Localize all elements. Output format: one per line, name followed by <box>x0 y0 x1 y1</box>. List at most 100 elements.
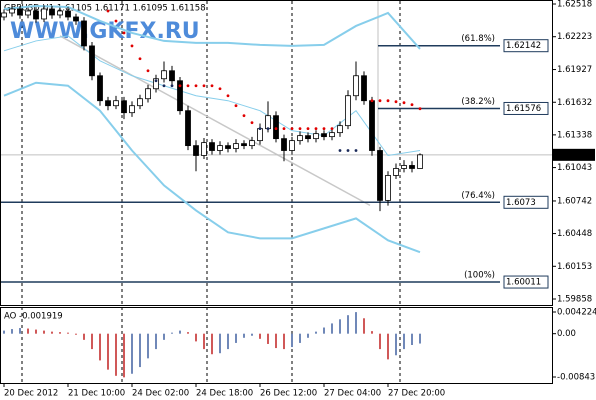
candle-body <box>217 145 223 151</box>
fib-level-label: (61.8%) <box>461 34 495 44</box>
y-tick-label: 1.62223 <box>557 32 592 42</box>
sar-dot <box>186 84 190 88</box>
candle-body <box>337 125 343 134</box>
candle-body <box>33 10 39 20</box>
candle-body <box>281 138 287 151</box>
sar-dot <box>154 79 158 83</box>
x-tick-label: 24 Dec 18:00 <box>196 389 253 399</box>
ao-label: AO -0.001919 <box>4 312 63 322</box>
y-tick-label: 1.60153 <box>557 262 592 272</box>
sar-dot <box>106 9 110 13</box>
sar-dot <box>338 149 342 152</box>
candle-body <box>313 133 319 140</box>
sar-dot <box>306 127 310 131</box>
y-tick-label: 1.59858 <box>557 295 592 305</box>
candle-body <box>129 105 135 114</box>
candle-body <box>9 8 15 14</box>
y-tick-label: 1.60448 <box>557 229 592 239</box>
candle-body <box>1 12 7 18</box>
chart-title: GBPUSD,H1 1.61105 1.61171 1.61095 1.6115… <box>4 4 206 14</box>
x-tick-label: 21 Dec 10:00 <box>68 389 125 399</box>
sar-dot <box>418 107 422 111</box>
candle-body <box>137 98 143 107</box>
candle-body <box>409 165 415 169</box>
candle-body <box>273 115 279 140</box>
candle-body <box>401 165 407 169</box>
candle-body <box>145 88 151 100</box>
candle-body <box>345 95 351 127</box>
candle-body <box>169 70 175 82</box>
candle-body <box>249 140 255 147</box>
y-tick-label: 1.61927 <box>557 65 592 75</box>
candle-body <box>153 78 159 90</box>
fib-level-box <box>503 195 549 209</box>
ao-panel-frame <box>0 307 553 384</box>
sar-dot <box>194 84 198 88</box>
fib-level-value: 1.6073 <box>506 198 536 208</box>
ao-y-tick-label: -0.00843 <box>557 372 595 382</box>
sar-dot <box>242 114 246 118</box>
sar-dot <box>346 149 350 152</box>
fib-level-label: (76.4%) <box>461 191 495 201</box>
candle-body <box>121 100 127 114</box>
sar-dot <box>282 127 286 131</box>
x-tick-label: 26 Dec 12:00 <box>260 389 317 399</box>
sar-dot <box>330 127 334 131</box>
sar-dot <box>178 84 182 88</box>
sar-dot <box>226 94 230 98</box>
candle-body <box>185 110 191 147</box>
ao-y-tick-label: 0.00 <box>557 329 576 339</box>
candle-body <box>57 10 63 16</box>
sar-dot <box>130 44 134 48</box>
sar-dot <box>322 127 326 131</box>
candle-body <box>257 128 263 142</box>
sar-dot <box>410 103 414 107</box>
sar-dot <box>234 104 238 108</box>
sar-dot <box>386 99 390 103</box>
trendline <box>59 35 371 207</box>
sar-dot <box>314 127 318 131</box>
candle-body <box>89 45 95 77</box>
candle-body <box>289 140 295 151</box>
sar-dot <box>370 99 374 103</box>
sar-dot <box>170 84 174 88</box>
sar-dot <box>298 127 302 131</box>
candle-body <box>233 143 239 149</box>
sar-dot <box>114 19 118 23</box>
candle-body <box>321 133 327 138</box>
candle-body <box>305 135 311 140</box>
sar-dot <box>258 127 262 131</box>
sar-dot <box>202 84 206 88</box>
candle-body <box>177 80 183 112</box>
candle-body <box>41 8 47 20</box>
candle-body <box>201 142 207 156</box>
x-tick-label: 20 Dec 2012 <box>4 389 58 399</box>
bollinger-lower <box>3 81 421 254</box>
candle-body <box>193 145 199 156</box>
sar-dot <box>122 31 126 35</box>
fib-level-value: 1.62142 <box>506 41 541 51</box>
sar-dot <box>138 57 142 61</box>
current-price-box <box>553 148 595 161</box>
sar-dot <box>210 84 214 88</box>
sar-dot <box>274 127 278 131</box>
candle-body <box>25 10 31 16</box>
y-tick-label: 1.61338 <box>557 130 592 140</box>
y-tick-label: 1.61043 <box>557 163 592 173</box>
sar-dot <box>266 127 270 131</box>
candle-body <box>241 143 247 147</box>
y-tick-label: 1.60742 <box>557 196 592 206</box>
candle-body <box>73 16 79 22</box>
candle-body <box>81 20 87 47</box>
candle-body <box>161 70 167 80</box>
fib-level-label: (100%) <box>464 271 495 281</box>
y-tick-label: 1.61632 <box>557 98 592 108</box>
x-tick-label: 24 Dec 02:00 <box>132 389 189 399</box>
candle-body <box>49 8 55 16</box>
sar-dot <box>250 121 254 125</box>
fib-level-value: 1.61576 <box>506 104 541 114</box>
sar-dot <box>402 101 406 105</box>
candle-body <box>329 132 335 138</box>
